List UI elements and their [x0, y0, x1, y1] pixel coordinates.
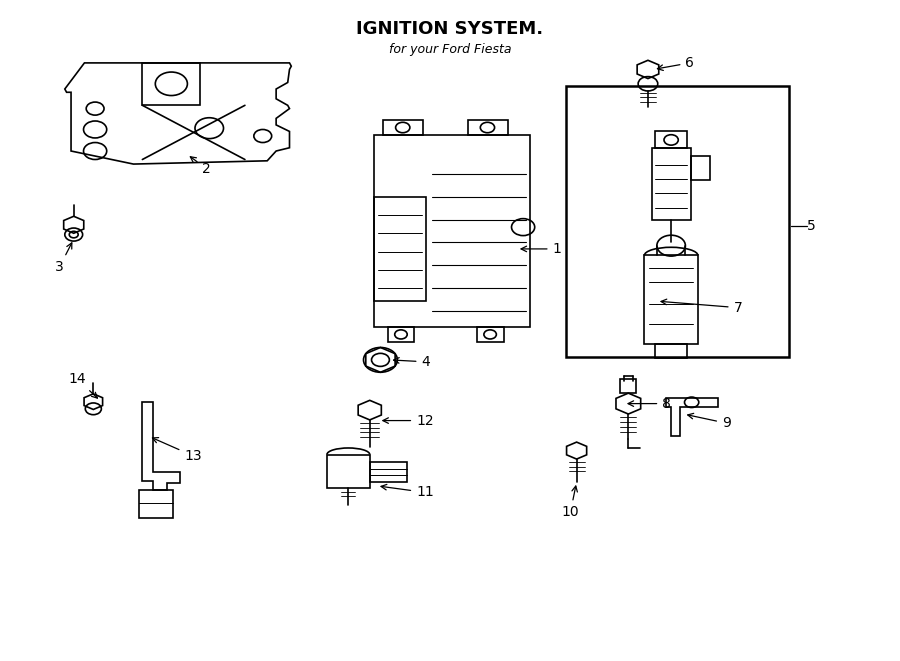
Text: 14: 14 [68, 372, 97, 398]
Bar [477, 327, 503, 342]
Polygon shape [64, 216, 84, 233]
Bar [655, 344, 688, 358]
Polygon shape [616, 393, 641, 414]
Text: 3: 3 [55, 243, 72, 274]
Bar [468, 120, 508, 135]
Text: 5: 5 [806, 219, 815, 233]
Bar [566, 86, 788, 356]
Polygon shape [358, 401, 382, 420]
Text: 8: 8 [628, 397, 671, 410]
Bar [652, 148, 691, 219]
Text: 2: 2 [190, 157, 211, 176]
Text: 4: 4 [393, 355, 430, 369]
Text: IGNITION SYSTEM.: IGNITION SYSTEM. [356, 20, 544, 38]
Polygon shape [84, 394, 103, 409]
Polygon shape [637, 60, 659, 79]
Text: 10: 10 [562, 486, 580, 520]
Text: for your Ford Fiesta: for your Ford Fiesta [389, 44, 511, 56]
Text: 12: 12 [382, 414, 434, 428]
Bar [327, 455, 370, 488]
Bar [691, 155, 710, 180]
Bar [620, 379, 636, 393]
Bar [374, 135, 530, 327]
Bar [388, 327, 414, 342]
Bar [142, 63, 201, 105]
Polygon shape [567, 442, 587, 459]
Text: 13: 13 [152, 438, 202, 463]
Bar [374, 197, 426, 301]
Text: 11: 11 [381, 485, 434, 499]
Bar [383, 120, 423, 135]
Text: 7: 7 [661, 299, 742, 315]
Text: 9: 9 [688, 413, 731, 430]
Bar [370, 462, 407, 482]
Bar [655, 132, 688, 148]
Text: 1: 1 [521, 242, 562, 256]
Bar [644, 255, 698, 344]
Bar [139, 490, 173, 518]
Text: 6: 6 [657, 56, 694, 71]
